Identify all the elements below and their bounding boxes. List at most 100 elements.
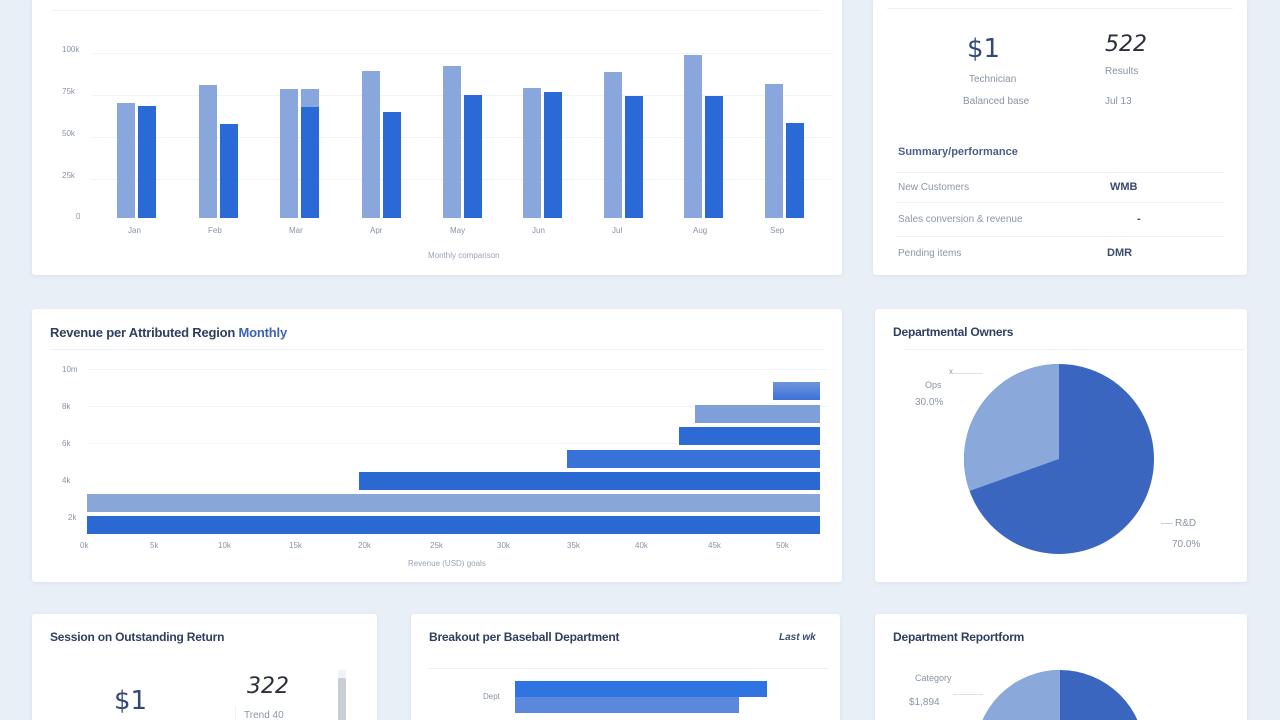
hbar-dept-a[interactable] (515, 681, 767, 697)
y-tick: 25k (62, 171, 75, 180)
x-tick: 0k (80, 541, 89, 550)
x-tick: Sep (770, 226, 785, 235)
bar-previous-jan[interactable] (117, 103, 135, 218)
summary-section-title: Summary/performance (898, 146, 1018, 158)
x-tick: 20k (358, 541, 371, 550)
x-tick: Jul (612, 226, 623, 235)
bar-previous-jun[interactable] (523, 88, 541, 218)
kpi-summary-card: $1 Technician Balanced base 522 Results … (873, 0, 1247, 275)
x-tick: Feb (208, 226, 222, 235)
card-title-accent: Monthly (238, 325, 288, 340)
bar-current-mar[interactable] (301, 107, 319, 218)
bar-current-sep[interactable] (786, 123, 804, 218)
hbar-region-3[interactable] (679, 427, 820, 445)
bar-previous-jul[interactable] (604, 72, 622, 218)
pie-label-percent: 70.0% (1172, 539, 1201, 550)
card-header-divider (905, 349, 1245, 350)
hbar-region-7[interactable] (87, 516, 820, 534)
bar-current-feb[interactable] (220, 124, 238, 218)
departmental-owners-card: Departmental Owners x Ops 30.0% R&D 70.0… (875, 309, 1247, 582)
bar-previous-feb[interactable] (199, 85, 217, 218)
bar-current-aug[interactable] (705, 96, 723, 218)
bar-previous-mar[interactable] (280, 89, 298, 218)
gridline (87, 406, 827, 407)
card-header-divider (887, 8, 1233, 9)
scrollbar-thumb[interactable] (338, 678, 346, 720)
x-tick: Jun (532, 226, 545, 235)
x-tick: May (450, 226, 466, 235)
kpi-value-secondary: 322 (247, 674, 289, 699)
bar-current-apr[interactable] (383, 112, 401, 218)
bar-current-mar-top (301, 89, 319, 107)
y-tick: 10m (62, 365, 78, 374)
x-axis-title: Monthly comparison (428, 251, 500, 260)
pie-label-category: R&D (1175, 518, 1197, 529)
gridline (87, 369, 827, 370)
x-tick: 5k (150, 541, 159, 550)
card-title-text: Revenue per Attributed Region (50, 325, 239, 340)
x-tick: 30k (497, 541, 510, 550)
pie-leader-line (953, 373, 983, 374)
row-divider (895, 236, 1225, 237)
pie-label-small: x (949, 367, 953, 376)
row-divider (895, 172, 1225, 173)
summary-row-label: Pending items (898, 248, 962, 259)
bar-current-may[interactable] (464, 95, 482, 218)
y-tick: 50k (62, 129, 75, 138)
period-selector[interactable]: Last wk (779, 632, 816, 643)
x-tick: 45k (708, 541, 721, 550)
summary-row-value: - (1137, 213, 1141, 225)
kpi-value-primary: $1 (114, 686, 148, 716)
hbar-region-5[interactable] (359, 472, 820, 490)
department-report-card: Department Reportform Category $1,894 (875, 614, 1247, 720)
card-header-divider (429, 668, 829, 669)
session-return-card: Session on Outstanding Return $1 322 Tre… (32, 614, 377, 720)
y-tick: 8k (62, 402, 71, 411)
pie-chart[interactable] (963, 363, 1155, 555)
pie-label-value: $1,894 (909, 697, 940, 708)
hbar-region-1[interactable] (773, 382, 820, 400)
summary-row-value: DMR (1107, 247, 1133, 259)
bar-current-jun[interactable] (544, 92, 562, 218)
y-tick: 75k (62, 87, 75, 96)
kpi-sublabel-secondary: Jul 13 (1105, 96, 1132, 107)
pie-leader-line (1161, 523, 1173, 524)
x-tick: 50k (776, 541, 789, 550)
summary-row-label: New Customers (898, 182, 970, 193)
kpi-value-primary: $1 (967, 34, 1001, 64)
bar-current-jan[interactable] (138, 106, 156, 218)
card-title: Breakout per Baseball Department (429, 630, 620, 644)
monthly-comparison-card: 100k 75k 50k 25k 0 Jan Feb Mar Apr May J… (32, 0, 842, 275)
hbar-region-2[interactable] (695, 405, 820, 423)
x-axis-title: Revenue (USD) goals (408, 559, 486, 568)
pie-leader-line (953, 694, 983, 695)
kpi-sublabel-primary: Balanced base (963, 96, 1030, 107)
bar-previous-apr[interactable] (362, 71, 380, 218)
kpi-label-secondary: Results (1105, 66, 1139, 77)
kpi-label-primary: Technician (969, 74, 1017, 85)
bar-current-jul[interactable] (625, 96, 643, 218)
x-tick: 15k (289, 541, 302, 550)
pie-chart[interactable] (974, 669, 1146, 720)
y-tick: 2k (68, 513, 77, 522)
card-title: Session on Outstanding Return (50, 630, 225, 644)
pie-label-category: Category (915, 673, 952, 683)
x-tick: Mar (289, 226, 303, 235)
row-divider (895, 202, 1225, 203)
vertical-divider (235, 706, 236, 720)
y-tick: 0 (76, 212, 81, 221)
bar-previous-may[interactable] (443, 66, 461, 218)
pie-label-percent: 30.0% (915, 397, 944, 408)
y-tick: 6k (62, 439, 71, 448)
row-label: Dept (483, 692, 500, 701)
revenue-region-card: Revenue per Attributed Region Monthly 10… (32, 309, 842, 582)
x-tick: Apr (370, 226, 383, 235)
x-tick: 10k (218, 541, 231, 550)
hbar-region-4[interactable] (567, 450, 820, 468)
bar-previous-aug[interactable] (684, 55, 702, 218)
summary-row-value: WMB (1110, 181, 1138, 193)
bar-previous-sep[interactable] (765, 84, 783, 218)
hbar-region-6[interactable] (87, 494, 820, 512)
pie-label-category: Ops (925, 380, 942, 390)
hbar-dept-b[interactable] (515, 697, 739, 713)
